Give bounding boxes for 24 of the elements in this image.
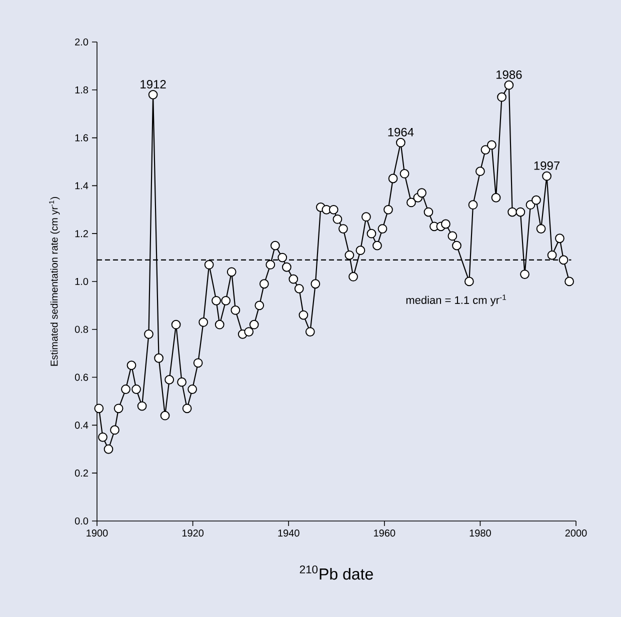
y-tick-label: 0.4: [74, 422, 88, 429]
x-axis-title: $^{210}$Pb date: [300, 565, 373, 580]
y-tick-label: 0.6: [74, 374, 88, 381]
y-tick-label: 1.4: [75, 182, 88, 190]
x-tick-label: 1980: [470, 530, 491, 537]
annotation: 1964: [388, 128, 414, 136]
annotation: 1997: [534, 161, 560, 170]
y-axis-title: Estimated sedimentation rate (cm yr$^{-1}$): [49, 197, 60, 366]
y-tick-label: 2.0: [75, 38, 88, 46]
x-tick-label: 2000: [565, 530, 587, 537]
annotation: 1986: [496, 70, 522, 79]
x-tick-label: 1940: [278, 530, 300, 537]
x-tick-label: 1900: [86, 530, 108, 537]
y-tick-label: 1.6: [75, 134, 88, 142]
y-tick-label: 1.0: [75, 278, 88, 286]
y-tick-label: 0.8: [74, 326, 88, 333]
annotation: 1912: [140, 80, 166, 88]
ref-line-label: median = 1.1 cm yr$^{-1}$: [406, 294, 506, 306]
y-tick-label: 1.8: [75, 86, 88, 94]
y-tick-label: 0.0: [74, 517, 88, 525]
x-tick-label: 1920: [182, 530, 204, 537]
y-tick-label: 0.2: [74, 470, 88, 477]
x-tick-label: 1960: [374, 530, 396, 537]
y-tick-label: 1.2: [75, 230, 88, 238]
